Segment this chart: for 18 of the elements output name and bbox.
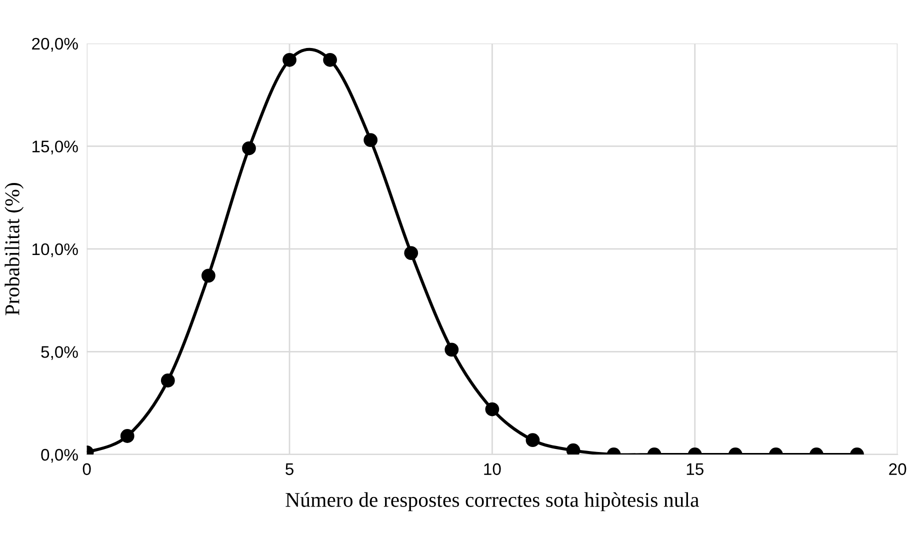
x-axis-title: Número de respostes correctes sota hipòtesis nula [286, 492, 700, 512]
x-tick-label: 20 [889, 463, 906, 476]
point [404, 246, 418, 260]
y-tick-label: 15,0% [32, 140, 78, 154]
y-tick-label: 0,0% [41, 448, 78, 463]
x-tick-label: 5 [286, 463, 294, 476]
point [282, 52, 296, 67]
y-tick-label: 5,0% [41, 346, 78, 360]
x-tick-label: 0 [82, 463, 91, 476]
x-tick-label: 10 [484, 463, 501, 476]
y-tick-label: 10,0% [32, 243, 78, 258]
point [201, 268, 216, 283]
x-tick-label: 15 [686, 463, 704, 476]
point [242, 141, 256, 156]
point [364, 133, 378, 147]
y-tick-label: 20,0% [32, 38, 78, 52]
y-axis-title: Probabilitat (%) [4, 183, 24, 316]
point [323, 52, 337, 67]
